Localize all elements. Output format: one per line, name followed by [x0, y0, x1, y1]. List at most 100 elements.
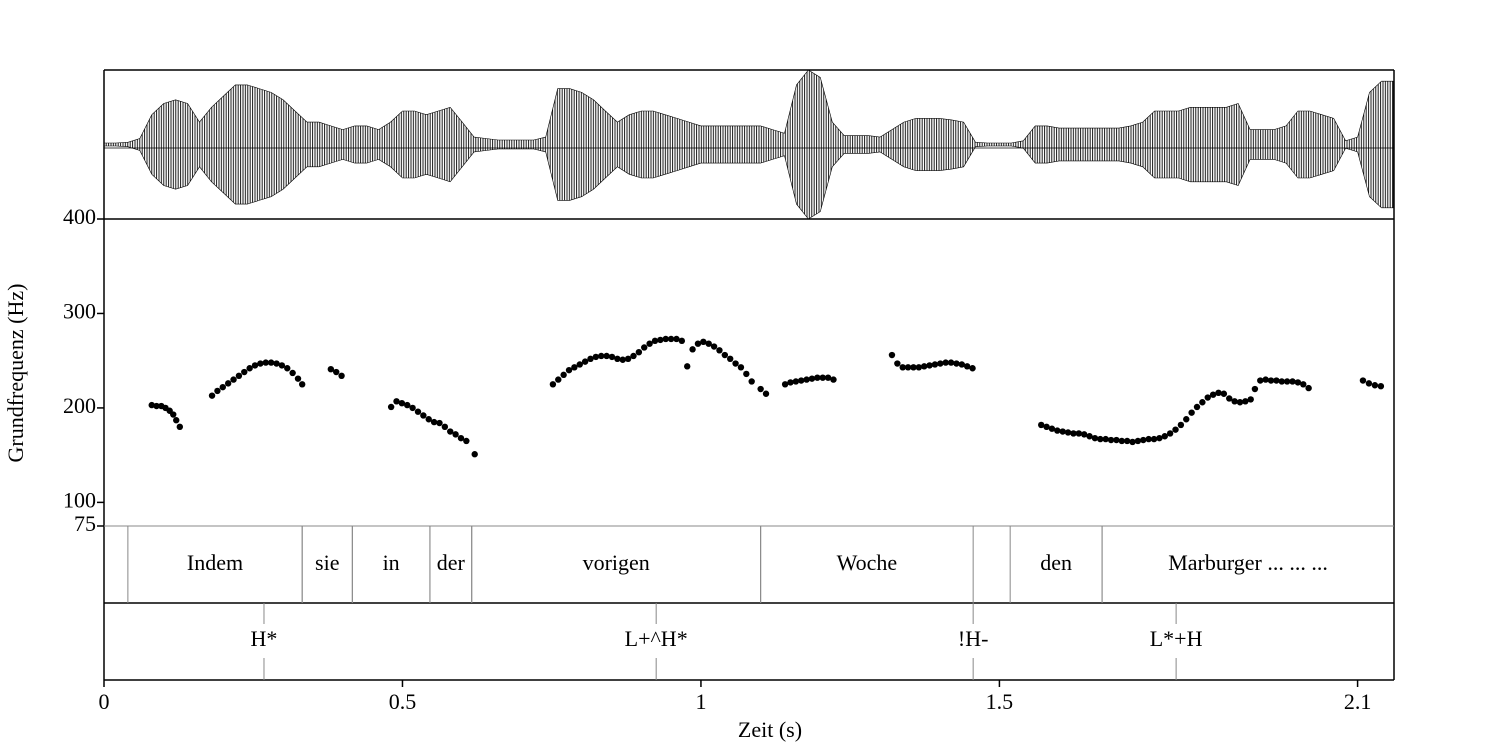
pitch-point	[803, 376, 810, 383]
interval-label: vorigen	[583, 550, 650, 575]
x-tick-label: 0.5	[389, 689, 417, 714]
pitch-point	[1107, 436, 1115, 444]
pitch-point	[757, 385, 764, 393]
pitch-point	[230, 376, 237, 383]
pitch-point	[1156, 434, 1163, 442]
pitch-point	[694, 340, 702, 347]
pitch-point	[1086, 433, 1093, 440]
pitch-point	[1070, 430, 1077, 437]
pitch-point	[471, 451, 478, 458]
pitch-point	[781, 381, 789, 388]
pitch-point	[452, 431, 459, 438]
pitch-point	[1150, 435, 1158, 443]
pitch-point	[792, 378, 800, 385]
pitch-point	[284, 365, 291, 372]
pitch-point	[219, 383, 226, 391]
pitch-point	[441, 423, 449, 431]
pitch-point	[327, 365, 335, 373]
pitch-point	[888, 351, 896, 359]
pitch-point	[560, 371, 567, 379]
frame	[103, 69, 1395, 681]
pitch-point	[1048, 425, 1056, 432]
pitch-point	[1140, 436, 1147, 444]
pitch-point	[732, 360, 739, 367]
pitch-point	[814, 374, 821, 381]
pitch-point	[208, 392, 216, 399]
pitch-point	[273, 360, 280, 367]
y-tick-label: 75	[74, 511, 96, 536]
pitch-point	[1305, 384, 1312, 392]
pitch-point	[214, 387, 221, 395]
pitch-point	[635, 348, 643, 356]
pitch-point	[1075, 430, 1083, 437]
pitch-point	[700, 338, 707, 345]
pitch-point	[463, 437, 470, 445]
pitch-point	[1118, 437, 1125, 445]
pitch-point	[414, 408, 422, 415]
pitch-point	[1145, 435, 1152, 443]
pitch-point	[1102, 435, 1109, 443]
x-axis-title: Zeit (s)	[738, 717, 802, 742]
interval-label: der	[437, 550, 466, 575]
pitch-point	[436, 419, 443, 427]
pitch-point	[393, 398, 400, 405]
pitch-point	[899, 364, 906, 371]
pitch-point	[1267, 377, 1275, 384]
pitch-point	[619, 356, 626, 363]
y-tick-label: 400	[63, 204, 96, 229]
pitch-point	[937, 360, 944, 367]
pitch-point	[969, 365, 976, 372]
pitch-point	[576, 361, 583, 368]
pitch-point	[1113, 436, 1120, 444]
pitch-point	[1278, 378, 1285, 385]
pitch-point	[333, 368, 340, 376]
pitch-point	[148, 401, 155, 409]
pitch-point	[398, 400, 406, 407]
pitch-point	[170, 411, 177, 418]
pitch-point	[1129, 438, 1136, 446]
pitch-point	[824, 374, 832, 381]
pitch-point	[710, 343, 718, 350]
pitch-point	[1359, 377, 1367, 384]
y-tick-label: 300	[63, 299, 96, 324]
pitch-point	[1300, 381, 1307, 388]
pitch-point	[684, 363, 691, 370]
pitch-point	[1231, 398, 1238, 405]
pitch-point	[1059, 428, 1066, 435]
waveform	[103, 69, 1394, 220]
pitch-point	[1043, 423, 1050, 431]
pitch-point	[404, 401, 411, 409]
pitch-point	[819, 374, 826, 381]
pitch-point	[251, 362, 259, 369]
interval-label: Woche	[837, 550, 898, 575]
point-label: H*	[251, 626, 278, 651]
pitch-point	[1283, 378, 1291, 385]
pitch-point	[624, 355, 632, 363]
pitch-point	[1091, 434, 1099, 442]
pitch-point	[298, 381, 306, 388]
pitch-point	[1236, 399, 1244, 406]
pitch-point	[1054, 427, 1061, 434]
pitch-point	[716, 347, 723, 354]
pitch-point	[1199, 399, 1206, 406]
pitch-point	[608, 353, 616, 361]
pitch-point	[173, 417, 180, 424]
pitch-point	[737, 364, 745, 371]
pitch-point	[921, 363, 928, 370]
pitch-point	[1064, 429, 1072, 436]
pitch-point	[1134, 437, 1142, 445]
pitch-point	[571, 364, 578, 371]
pitch-point	[673, 335, 680, 343]
pitch-point	[926, 362, 933, 369]
pitch-point	[689, 346, 696, 353]
pitch-point	[641, 344, 648, 351]
pitch-point	[549, 381, 557, 388]
pitch-point	[947, 359, 955, 366]
pitch-point	[1226, 395, 1233, 402]
pitch-point	[338, 372, 345, 380]
pitch-point	[1188, 409, 1195, 416]
pitch-point	[1166, 430, 1174, 437]
pitch-point	[1215, 389, 1222, 397]
pitch-point	[743, 370, 750, 378]
